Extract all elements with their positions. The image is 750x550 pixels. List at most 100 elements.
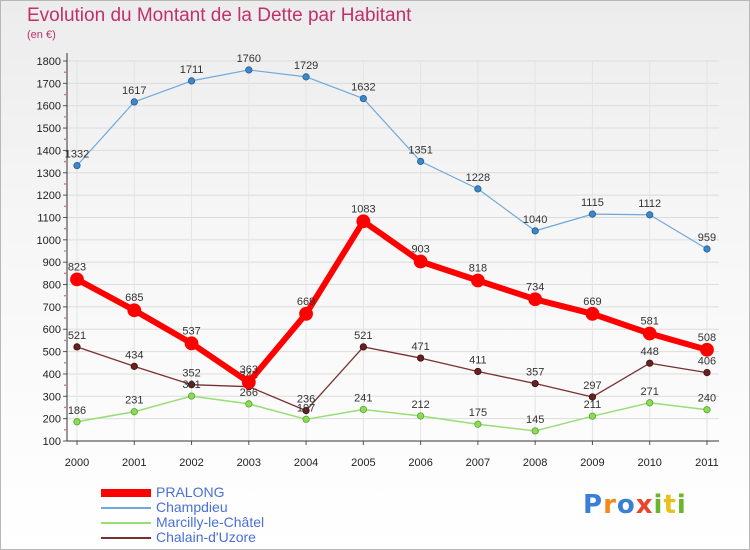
logo-letter: i <box>653 490 664 520</box>
data-point <box>474 367 482 376</box>
series-line <box>74 218 710 386</box>
data-label: 212 <box>411 399 429 411</box>
data-point <box>646 211 654 219</box>
logo-letter: x <box>635 490 654 520</box>
data-label: 211 <box>584 399 602 411</box>
data-label: 1083 <box>351 203 375 215</box>
data-label: 301 <box>182 379 200 391</box>
logo-letter: i <box>676 490 687 520</box>
x-tick-label: 2009 <box>580 457 604 469</box>
data-point <box>528 292 543 307</box>
data-point <box>646 359 654 367</box>
y-minor-tick <box>64 250 66 252</box>
data-label: 1351 <box>408 144 432 156</box>
data-label: 669 <box>297 296 315 308</box>
data-point <box>585 306 600 321</box>
x-tick-label: 2011 <box>695 457 719 469</box>
legend-label: Chalain-d'Uzore <box>156 529 256 545</box>
data-point <box>474 420 482 428</box>
data-label: 1632 <box>351 82 375 94</box>
data-label: 236 <box>297 394 315 406</box>
data-label: 145 <box>526 414 544 426</box>
y-minor-tick <box>64 406 66 409</box>
data-label: 537 <box>182 325 200 337</box>
series-chalain-d-uzore: 521434352343236521471411357297448406 <box>68 330 716 415</box>
data-point <box>417 354 425 362</box>
x-tick-label: 2006 <box>408 457 432 469</box>
y-tick-label: 400 <box>43 369 61 381</box>
y-tick-label: 1100 <box>37 212 61 224</box>
logo-letter: r <box>603 490 617 520</box>
data-label: 297 <box>583 380 601 392</box>
x-tick-label: 2007 <box>466 457 490 469</box>
legend-label: Champdieu <box>156 499 228 515</box>
data-label: 186 <box>68 405 86 417</box>
data-label: 197 <box>297 402 315 414</box>
data-point <box>73 343 81 351</box>
y-tick-label: 500 <box>43 347 61 359</box>
data-point <box>299 306 313 321</box>
data-point <box>187 392 196 400</box>
data-point <box>359 405 367 414</box>
data-label: 175 <box>469 407 487 419</box>
data-point <box>356 214 371 229</box>
data-label: 231 <box>125 395 143 407</box>
data-point <box>700 342 714 357</box>
data-point <box>241 375 256 390</box>
data-point <box>588 393 597 401</box>
series-line <box>76 346 708 412</box>
legend-label: Marcilly-le-Châtel <box>156 514 265 530</box>
data-point <box>588 210 597 218</box>
line-chart: 100 200 300 400 500 600 700 800 900 1000 1100 1200 1… <box>37 53 719 469</box>
y-tick-label: 1500 <box>37 123 61 135</box>
y-minor-tick <box>64 384 66 386</box>
x-tick-label: 2005 <box>351 457 375 469</box>
proxiti-logo: Proxiti <box>583 490 687 520</box>
data-label: 1115 <box>581 197 604 209</box>
data-point <box>130 98 138 106</box>
data-point <box>130 408 138 416</box>
data-point <box>531 379 539 388</box>
data-point <box>187 381 196 389</box>
x-tick-label: 2002 <box>179 457 203 469</box>
data-point <box>417 412 425 420</box>
y-minor-tick <box>64 227 66 230</box>
data-point <box>73 162 81 170</box>
legend-swatch <box>101 507 151 509</box>
y-tick-label: 1300 <box>37 168 61 180</box>
data-point <box>359 94 367 103</box>
data-label: 240 <box>698 393 716 405</box>
legend-swatch <box>101 489 151 497</box>
data-label: 1228 <box>466 172 490 184</box>
data-point <box>531 427 539 435</box>
data-label: 363 <box>240 364 258 376</box>
data-label: 434 <box>125 349 143 361</box>
data-label: 685 <box>125 292 143 304</box>
data-point <box>703 406 711 414</box>
y-minor-tick <box>64 272 66 275</box>
y-minor-tick <box>64 93 66 96</box>
y-tick-label: 1800 <box>37 56 61 68</box>
data-label: 1711 <box>180 64 204 76</box>
y-minor-tick <box>64 429 66 431</box>
chart-unit: (en €) <box>27 29 56 41</box>
y-minor-tick <box>64 339 66 342</box>
data-label: 1040 <box>523 214 547 226</box>
y-minor-tick <box>64 317 66 319</box>
data-label: 352 <box>182 368 200 380</box>
data-point <box>642 326 657 341</box>
data-label: 521 <box>68 330 86 342</box>
data-point <box>302 415 310 423</box>
data-label: 521 <box>354 330 372 342</box>
y-tick-label: 800 <box>43 280 61 292</box>
x-tick-label: 2004 <box>294 457 318 469</box>
data-label: 581 <box>641 315 659 327</box>
data-label: 357 <box>526 367 544 379</box>
y-minor-tick <box>64 138 66 141</box>
data-label: 1760 <box>237 53 261 65</box>
y-minor-tick <box>64 361 66 364</box>
data-label: 1617 <box>122 85 146 97</box>
data-label: 1332 <box>65 149 89 161</box>
data-point <box>646 399 654 407</box>
y-minor-tick <box>64 183 66 185</box>
